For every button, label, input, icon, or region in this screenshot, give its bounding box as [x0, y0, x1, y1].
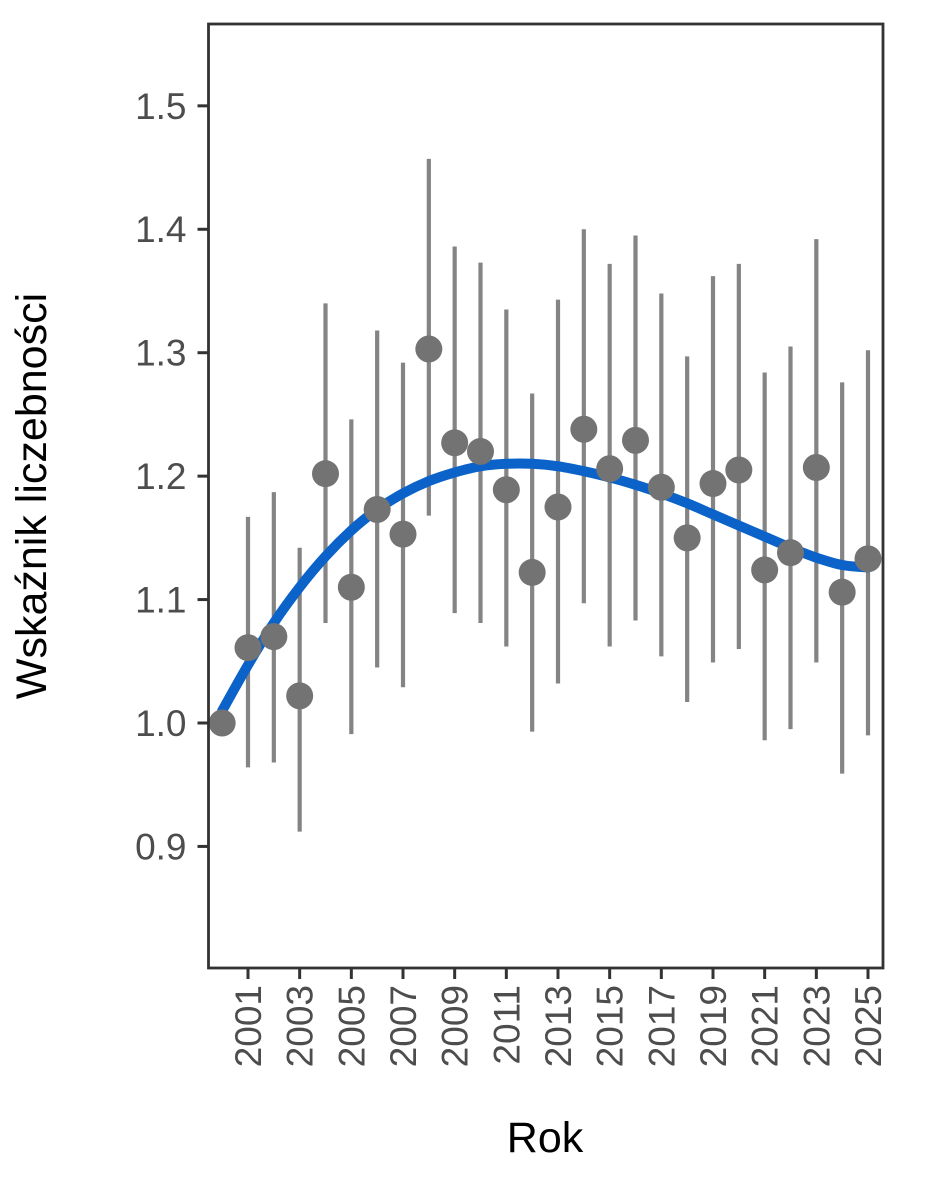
trend-line [217, 458, 873, 716]
data-point [751, 556, 779, 584]
panel-background [208, 24, 883, 968]
data-point [234, 634, 262, 662]
data-point [622, 426, 649, 454]
data-point [415, 335, 443, 363]
x-tick-label: 2021 [745, 985, 786, 1067]
x-tick-label: 2003 [280, 985, 321, 1067]
data-point [570, 415, 598, 443]
x-axis-title: Rok [507, 1114, 584, 1162]
data-point [725, 456, 753, 484]
data-point [647, 473, 675, 501]
x-tick-label: 2011 [486, 985, 527, 1065]
data-point [828, 578, 856, 606]
data-point [286, 682, 314, 710]
data-point [363, 495, 391, 523]
panel-border [207, 22, 885, 970]
x-tick-label: 2017 [641, 985, 682, 1067]
x-axis-labels: 2001 2003 2005 2007 2009 2011 2013 2015 2017 2019… [228, 985, 889, 1067]
x-tick-label: 2023 [796, 985, 837, 1067]
x-tick-label: 2001 [228, 985, 269, 1067]
y-tick-label: 1.0 [135, 703, 186, 744]
data-point [854, 545, 882, 573]
y-tick-label: 1.5 [135, 86, 186, 127]
data-points [208, 335, 882, 737]
y-tick-label: 1.2 [135, 456, 186, 497]
data-point [208, 709, 236, 737]
y-axis-ticks [197, 104, 209, 848]
x-tick-label: 2019 [693, 985, 734, 1067]
y-tick-label: 1.4 [135, 209, 186, 250]
y-axis-labels: 0.9 1.0 1.1 1.2 1.3 1.4 1.5 [135, 86, 186, 868]
x-tick-label: 2009 [435, 985, 476, 1067]
data-point [389, 520, 417, 548]
x-axis-ticks [246, 968, 870, 979]
data-point [260, 623, 288, 651]
data-point [492, 476, 520, 504]
x-tick-label: 2005 [331, 985, 372, 1067]
data-point [699, 470, 727, 498]
data-point [312, 460, 339, 488]
data-point [337, 573, 365, 601]
y-tick-label: 0.9 [135, 826, 186, 867]
x-tick-label: 2007 [383, 985, 424, 1067]
data-point [777, 539, 804, 567]
x-tick-label: 2025 [848, 985, 889, 1067]
data-point [441, 429, 469, 457]
x-tick-label: 2013 [538, 985, 579, 1067]
data-point [518, 558, 546, 586]
data-point [802, 453, 830, 481]
data-point [544, 493, 572, 521]
y-tick-label: 1.1 [135, 580, 186, 621]
y-tick-label: 1.3 [135, 333, 186, 374]
data-point [596, 455, 624, 483]
data-point [467, 437, 494, 465]
x-tick-label: 2015 [590, 985, 631, 1067]
data-point [673, 524, 701, 552]
y-axis-title: Wskaźnik liczebności [8, 293, 56, 699]
